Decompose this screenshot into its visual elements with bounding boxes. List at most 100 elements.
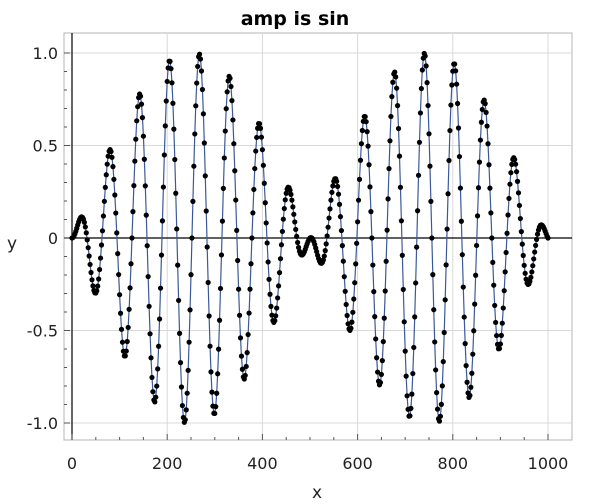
data-point xyxy=(397,184,404,190)
data-point xyxy=(179,402,186,409)
data-point xyxy=(249,235,255,241)
data-point xyxy=(288,191,294,197)
data-point xyxy=(363,119,369,125)
data-point xyxy=(328,197,334,203)
data-point xyxy=(342,288,348,294)
data-point xyxy=(110,164,116,170)
data-point xyxy=(216,346,222,352)
data-point xyxy=(380,339,386,345)
data-point xyxy=(394,103,401,109)
data-point xyxy=(452,61,458,67)
data-point xyxy=(320,257,326,263)
data-point xyxy=(534,231,541,237)
data-point xyxy=(236,286,242,292)
data-point xyxy=(266,276,272,282)
plot-frame xyxy=(63,32,573,441)
data-point xyxy=(88,269,94,276)
data-point xyxy=(259,147,265,153)
data-point xyxy=(504,230,510,236)
data-point xyxy=(83,230,89,236)
data-point xyxy=(486,162,492,168)
data-point xyxy=(455,125,462,131)
data-point xyxy=(160,184,166,190)
data-point xyxy=(145,273,151,280)
data-point xyxy=(371,289,377,295)
data-point xyxy=(422,53,428,59)
data-point xyxy=(348,325,354,331)
data-point xyxy=(545,235,551,241)
data-point xyxy=(370,262,376,268)
data-point xyxy=(485,141,491,147)
data-point xyxy=(243,363,249,370)
data-point xyxy=(341,274,347,280)
data-point xyxy=(469,370,475,376)
data-point xyxy=(493,332,500,339)
x-tick-label: 200 xyxy=(152,454,183,473)
data-series xyxy=(69,50,551,425)
data-point xyxy=(178,384,185,390)
data-point xyxy=(287,187,293,193)
data-point xyxy=(408,405,414,411)
data-point xyxy=(382,288,388,294)
y-axis-label: y xyxy=(7,234,17,254)
data-point xyxy=(337,214,344,220)
data-point xyxy=(206,313,212,319)
data-point xyxy=(373,336,379,342)
data-point xyxy=(149,374,155,381)
y-tick-label: -1.0 xyxy=(27,414,58,433)
data-point xyxy=(383,258,389,264)
data-point xyxy=(157,285,164,291)
data-point xyxy=(392,69,398,75)
data-point xyxy=(396,153,403,159)
data-point xyxy=(254,134,260,141)
data-point xyxy=(503,249,509,256)
data-point xyxy=(374,355,380,361)
data-point xyxy=(476,159,483,165)
data-point xyxy=(219,218,226,224)
data-point xyxy=(531,256,537,262)
data-point xyxy=(518,229,524,235)
data-point xyxy=(119,339,126,345)
data-point xyxy=(113,210,119,216)
data-point xyxy=(274,305,280,311)
data-point xyxy=(115,251,121,257)
data-point xyxy=(428,198,434,204)
data-point xyxy=(196,51,203,57)
data-point xyxy=(509,161,515,167)
data-point xyxy=(468,384,474,390)
data-point xyxy=(471,328,477,334)
data-point xyxy=(457,185,464,191)
data-point xyxy=(354,240,360,246)
data-point xyxy=(127,285,133,291)
data-point xyxy=(463,363,469,369)
data-point xyxy=(140,133,146,139)
data-point xyxy=(446,157,452,164)
data-point xyxy=(260,162,266,168)
data-point xyxy=(146,303,152,309)
data-point xyxy=(131,183,137,189)
data-point xyxy=(413,280,419,286)
data-point xyxy=(174,226,180,232)
data-point xyxy=(150,389,156,395)
data-point xyxy=(493,319,499,326)
data-point xyxy=(173,190,179,196)
data-point xyxy=(532,249,538,255)
data-point xyxy=(164,78,170,85)
data-point xyxy=(445,191,451,197)
data-point xyxy=(520,252,526,259)
data-point xyxy=(516,202,523,209)
data-point xyxy=(442,297,448,303)
data-point xyxy=(439,383,445,389)
data-point xyxy=(263,220,269,226)
data-point xyxy=(502,269,508,275)
data-point xyxy=(277,256,284,262)
data-point xyxy=(232,168,238,174)
data-point xyxy=(95,283,101,289)
data-point xyxy=(82,224,88,230)
data-point xyxy=(154,383,160,389)
data-point xyxy=(379,358,385,364)
data-point xyxy=(369,235,375,241)
data-point xyxy=(474,242,480,249)
data-point xyxy=(501,288,507,294)
